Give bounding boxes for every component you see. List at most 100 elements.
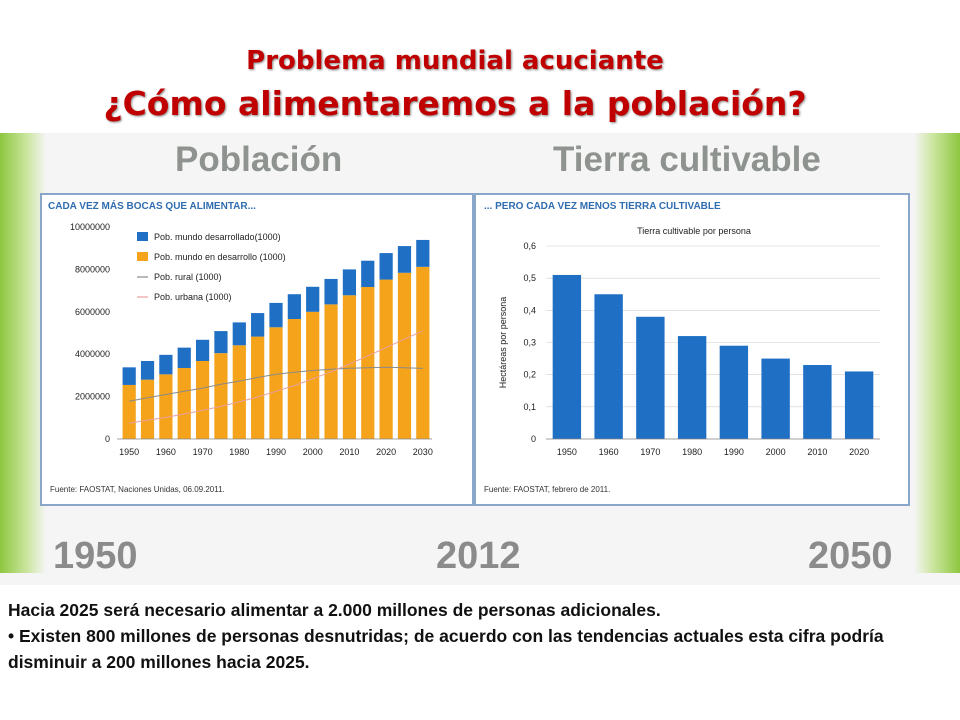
x-tick-label: 2000 <box>303 447 323 457</box>
x-tick-label: 1950 <box>557 447 577 457</box>
body-line-2: • Existen 800 millones de personas desnu… <box>8 626 884 672</box>
bar-developing-2010 <box>342 295 357 439</box>
bar-developed-1950 <box>122 367 136 385</box>
bar-developing-2030 <box>416 266 430 439</box>
y-tick-label: 0,4 <box>523 305 536 315</box>
bar-1990 <box>719 345 749 439</box>
bar-developed-2010 <box>342 269 357 296</box>
bar-2010 <box>803 365 832 439</box>
population-source: Fuente: FAOSTAT, Naciones Unidas, 06.09.… <box>50 485 225 494</box>
x-tick-label: 2020 <box>849 447 869 457</box>
y-tick-label: 0 <box>531 434 536 444</box>
y-tick-label: 2000000 <box>75 392 110 402</box>
x-tick-label: 2030 <box>413 447 433 457</box>
body-text: Hacia 2025 será necesario alimentar a 2.… <box>8 597 953 675</box>
y-tick-label: 4000000 <box>75 349 110 359</box>
bar-developed-1995 <box>287 294 301 320</box>
bar-developed-2000 <box>306 286 320 312</box>
legend-label: Pob. mundo en desarrollo (1000) <box>154 252 286 262</box>
bar-2000 <box>761 358 790 439</box>
bar-developing-2020 <box>379 279 393 439</box>
heading-poblacion: Población <box>175 140 343 179</box>
heading-tierra-cultivable: Tierra cultivable <box>553 140 821 179</box>
y-tick-label: 0,2 <box>523 370 536 380</box>
bar-developed-1980 <box>232 322 246 346</box>
bar-developing-1985 <box>251 336 265 439</box>
timeline-year-end: 2050 <box>808 535 893 577</box>
bar-developed-1985 <box>251 313 265 337</box>
population-chart: 0 2000000 4000000 6000000 8000000 10000000 195… <box>70 222 433 457</box>
population-panel-title: CADA VEZ MÁS BOCAS QUE ALIMENTAR... <box>48 201 256 212</box>
line-rural <box>129 366 423 402</box>
bar-1950 <box>552 274 582 439</box>
page-title: Problema mundial acuciante <box>246 46 664 76</box>
right-leaf-decoration <box>914 133 960 573</box>
bar-developed-1970 <box>195 339 210 361</box>
y-tick-label: 6000000 <box>75 307 110 317</box>
bar-1980 <box>677 336 707 439</box>
body-line-1: Hacia 2025 será necesario alimentar a 2.… <box>8 600 661 620</box>
bar-developing-1960 <box>159 374 173 439</box>
y-tick-label: 8000000 <box>75 264 110 274</box>
legend-label: Pob. urbana (1000) <box>154 292 232 302</box>
x-tick-label: 1960 <box>599 447 619 457</box>
x-tick-label: 1960 <box>156 447 176 457</box>
bar-developing-2000 <box>306 311 320 439</box>
x-tick-label: 1990 <box>724 447 744 457</box>
timeline-year-start: 1950 <box>53 535 138 577</box>
chart-title: Tierra cultivable por persona <box>637 226 751 236</box>
x-tick-label: 1970 <box>193 447 213 457</box>
bar-developed-2020 <box>379 253 393 280</box>
legend-swatch <box>137 252 148 261</box>
x-tick-label: 1970 <box>640 447 660 457</box>
y-tick-label: 0 <box>105 434 110 444</box>
arable-land-chart: 0 0,1 0,2 0,3 0,4 0,5 0,6 Tierra cultivable por… <box>498 226 880 457</box>
bar-1970 <box>636 316 665 439</box>
y-tick-label: 10000000 <box>70 222 110 232</box>
bar-developed-1960 <box>159 354 173 375</box>
x-tick-label: 1980 <box>229 447 249 457</box>
population-panel: CADA VEZ MÁS BOCAS QUE ALIMENTAR... 0 200… <box>40 193 474 506</box>
x-tick-label: 1990 <box>266 447 286 457</box>
bar-developing-2015 <box>361 286 375 439</box>
y-tick-label: 0,5 <box>523 273 536 283</box>
bar-developed-1955 <box>140 360 155 380</box>
bar-2020 <box>844 371 874 439</box>
bar-developing-1955 <box>140 379 155 439</box>
bar-developed-1965 <box>177 347 191 368</box>
bar-developing-1975 <box>214 353 228 439</box>
legend-label: Pob. mundo desarrollado(1000) <box>154 232 281 242</box>
arable-land-panel: ... PERO CADA VEZ MENOS TIERRA CULTIVABL… <box>474 193 910 506</box>
bar-developed-2015 <box>361 260 375 287</box>
y-axis-label: Hectáreas por persona <box>498 297 508 389</box>
arable-land-panel-title: ... PERO CADA VEZ MENOS TIERRA CULTIVABL… <box>484 201 721 212</box>
x-tick-label: 1950 <box>119 447 139 457</box>
x-tick-label: 2010 <box>807 447 827 457</box>
bar-developed-2025 <box>397 246 412 273</box>
left-leaf-decoration <box>0 133 46 573</box>
bar-developing-1995 <box>287 319 301 439</box>
bar-developing-1950 <box>122 384 136 439</box>
line-urban <box>129 330 424 424</box>
bar-developing-1970 <box>195 360 210 439</box>
bar-developed-2005 <box>324 278 338 305</box>
x-tick-label: 2020 <box>376 447 396 457</box>
bar-developing-1980 <box>232 345 246 439</box>
y-tick-label: 0,3 <box>523 338 536 348</box>
bar-developed-1975 <box>214 331 228 354</box>
page-subtitle: ¿Cómo alimentaremos a la población? <box>103 84 807 123</box>
legend-label: Pob. rural (1000) <box>154 272 222 282</box>
legend-swatch <box>137 232 148 241</box>
x-tick-label: 1980 <box>682 447 702 457</box>
bar-developing-1990 <box>269 327 283 439</box>
bar-developed-1990 <box>269 302 283 328</box>
y-tick-label: 0,6 <box>523 241 536 251</box>
arable-land-source: Fuente: FAOSTAT, febrero de 2011. <box>484 485 611 494</box>
bar-developed-2030 <box>416 239 430 267</box>
timeline-year-current: 2012 <box>436 535 521 577</box>
bar-developing-1965 <box>177 367 191 439</box>
bar-developing-2025 <box>397 272 412 439</box>
x-tick-label: 2000 <box>766 447 786 457</box>
x-tick-label: 2010 <box>339 447 359 457</box>
y-tick-label: 0,1 <box>523 402 536 412</box>
